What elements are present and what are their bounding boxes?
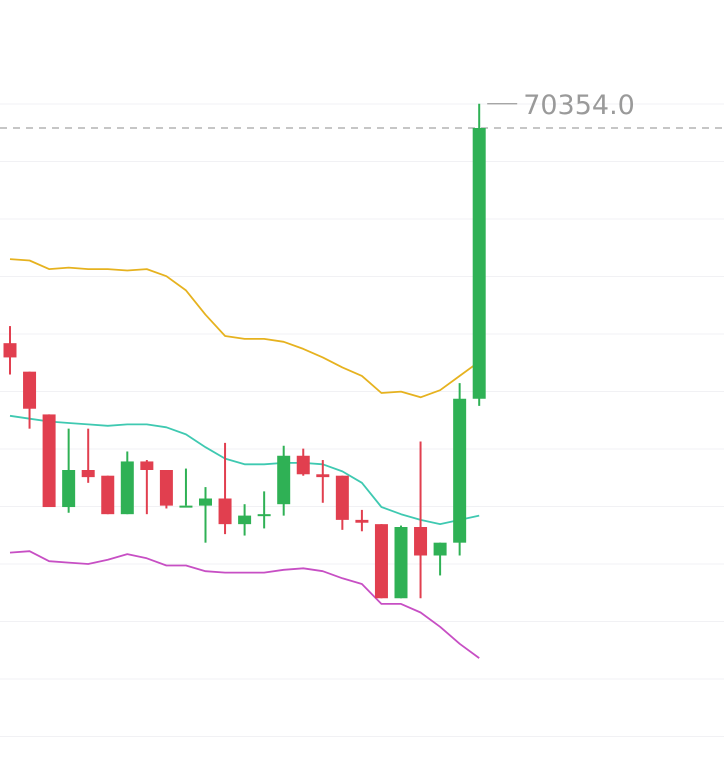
grid-lines [0,103,724,737]
candle-down [335,475,349,530]
candle-body [23,371,37,409]
candle-down [218,442,232,535]
candle-up [453,383,467,556]
candle-body [159,470,173,506]
candle-down [140,460,154,515]
candle-body [238,515,252,525]
candle-body [62,470,76,508]
candle-down [296,448,310,476]
candle-body [3,343,17,358]
boll-middle-line [9,414,480,525]
candle-body [257,514,271,517]
candle-down [42,414,56,508]
candle-down [316,460,330,503]
candle-body [433,542,447,556]
candle-down [355,509,369,532]
candle-body [140,461,154,470]
candle-up [179,468,193,508]
candle-up [394,525,408,599]
candle-up [257,491,271,529]
candle-body [296,455,310,475]
candle-body [355,519,369,523]
candle-up [472,103,486,406]
boll-lower-line [9,550,480,659]
bollinger-bands [9,258,480,659]
candle-body [335,475,349,520]
candle-down [23,371,37,429]
candle-body [277,455,291,505]
candle-body [414,527,428,556]
candle-body [199,498,212,506]
candle-body [81,470,95,478]
candles [3,103,486,599]
candle-body [101,475,115,515]
high-marker-label: 70354.0 [523,90,635,121]
candle-up [433,542,447,576]
candle-up [62,428,76,513]
candle-up [277,445,291,516]
candle-body [42,414,56,508]
candle-body [374,524,388,599]
candle-up [238,504,252,536]
candle-body [394,527,408,599]
candle-body [218,498,232,525]
boll-upper-line [9,258,480,399]
candle-body [120,461,134,515]
candle-down [101,475,115,515]
candle-body [179,505,193,508]
candle-up [120,451,134,515]
candle-down [414,441,428,599]
candle-down [159,470,173,509]
candle-body [472,128,486,399]
candle-down [3,326,17,375]
candle-body [453,398,467,543]
candle-body [316,474,330,478]
candle-up [199,487,212,543]
candle-down [374,524,388,599]
candle-down [81,428,95,483]
